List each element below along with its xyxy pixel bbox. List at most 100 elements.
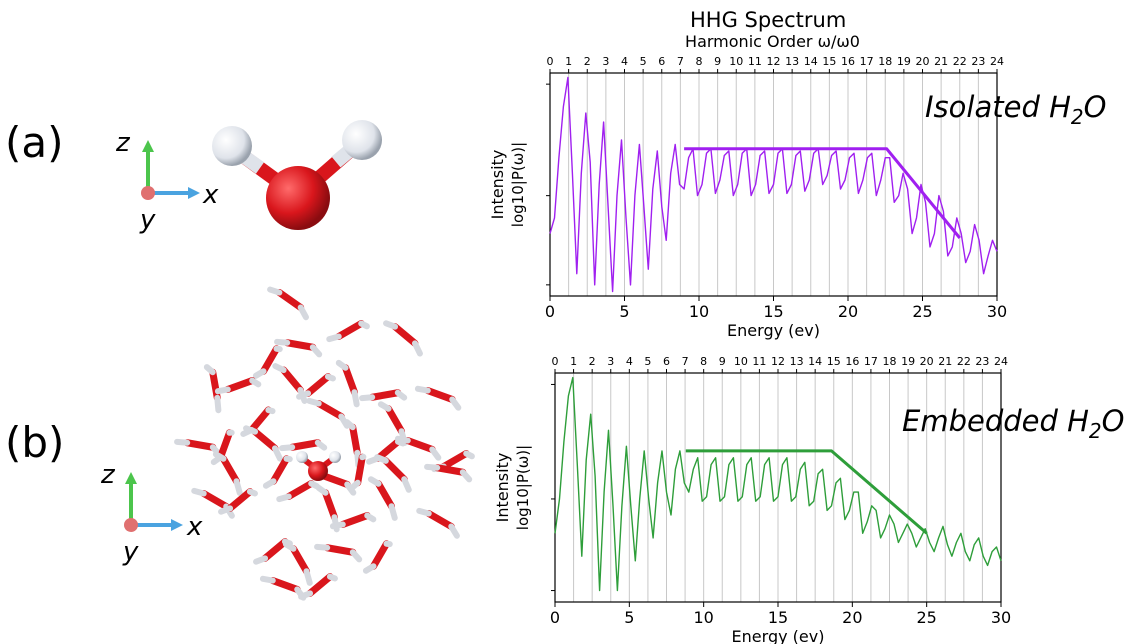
cluster-water-molecule [326, 320, 370, 343]
cluster-water-molecule [359, 389, 408, 402]
panel-a-label: (a) [5, 118, 64, 167]
annotation-isolated-prefix: Isolated H [925, 90, 1071, 124]
x-tick-label: 30 [987, 302, 1007, 321]
cluster-water-molecule [383, 320, 423, 357]
harmonic-tick-label: 23 [975, 355, 989, 368]
y-axis-label-line1: Intensity [488, 150, 507, 220]
cluster-water-molecule [279, 439, 328, 452]
harmonic-tick-label: 24 [994, 355, 1008, 368]
harmonic-tick-label: 0 [552, 355, 559, 368]
harmonic-tick-label: 9 [714, 55, 721, 68]
harmonic-tick-label: 15 [827, 355, 841, 368]
harmonic-tick-label: 17 [864, 355, 878, 368]
cluster-water-molecule [394, 435, 442, 461]
harmonic-tick-label: 10 [734, 355, 748, 368]
axis-z-label-a: z [116, 128, 130, 158]
y-axis-label-line2: log10|P(ω)| [509, 142, 527, 227]
harmonic-tick-label: 19 [901, 355, 915, 368]
annotation-embedded-prefix: Embedded H [902, 404, 1089, 438]
axis-x-label-a: x [203, 180, 219, 210]
harmonic-tick-label: 19 [897, 55, 911, 68]
x-tick-label: 15 [763, 302, 783, 321]
cluster-water-molecule [348, 453, 367, 491]
cluster-water-molecule [276, 480, 320, 503]
annotation-embedded-suffix: O [1101, 404, 1125, 438]
harmonic-tick-label: 5 [644, 355, 651, 368]
harmonic-tick-label: 21 [934, 55, 948, 68]
cluster-water-molecule [416, 507, 460, 539]
harmonic-tick-label: 4 [626, 355, 633, 368]
cluster-water-molecule [374, 454, 412, 493]
top-axis-label: Harmonic Order ω/ω0 [685, 32, 860, 51]
harmonic-tick-label: 11 [752, 355, 766, 368]
x-tick-label: 5 [624, 608, 634, 627]
harmonic-tick-label: 16 [841, 55, 855, 68]
harmonic-tick-label: 6 [658, 55, 665, 68]
x-axis-label: Energy (ev) [727, 321, 820, 340]
harmonic-tick-label: 5 [640, 55, 647, 68]
harmonic-tick-label: 20 [916, 55, 930, 68]
y-axis-label-line1: Intensity [493, 453, 512, 523]
x-tick-label: 20 [842, 608, 862, 627]
harmonic-tick-label: 11 [748, 55, 762, 68]
cluster-water-molecule [267, 286, 309, 321]
harmonic-tick-label: 8 [700, 355, 707, 368]
cluster-water-molecule [214, 377, 262, 395]
axes-triad-b [124, 472, 183, 532]
harmonic-tick-label: 20 [920, 355, 934, 368]
harmonic-tick-label: 7 [677, 55, 684, 68]
chart-title: HHG Spectrum [690, 8, 847, 32]
cluster-water-molecule [298, 573, 338, 600]
annotation-isolated-sub: 2 [1070, 104, 1084, 129]
harmonic-tick-label: 2 [584, 55, 591, 68]
x-tick-label: 0 [550, 608, 560, 627]
harmonic-tick-label: 13 [790, 355, 804, 368]
harmonic-tick-label: 1 [570, 355, 577, 368]
cluster-water-molecule [362, 540, 393, 574]
harmonic-tick-label: 9 [719, 355, 726, 368]
annotation-isolated: Isolated H2O [925, 90, 1106, 129]
harmonic-tick-label: 24 [990, 55, 1004, 68]
x-tick-label: 30 [991, 608, 1011, 627]
x-tick-label: 20 [838, 302, 858, 321]
x-tick-label: 15 [768, 608, 788, 627]
y-axis-label-line2: log10|P(ω)| [514, 445, 532, 530]
harmonic-tick-label: 22 [957, 355, 971, 368]
axis-z-label-b: z [101, 460, 115, 490]
central-water-molecule [296, 451, 341, 481]
harmonic-tick-label: 10 [729, 55, 743, 68]
cutoff-guide-line [684, 147, 961, 239]
harmonic-tick-label: 18 [883, 355, 897, 368]
cutoff-guide-line [685, 449, 928, 535]
x-tick-label: 25 [912, 302, 932, 321]
harmonic-tick-label: 12 [767, 55, 781, 68]
annotation-isolated-suffix: O [1083, 90, 1107, 124]
cluster-water-molecule [218, 488, 258, 515]
embedded-water-cluster [174, 286, 475, 601]
harmonic-tick-label: 18 [878, 55, 892, 68]
axes-triad-a [141, 140, 200, 200]
harmonic-tick-label: 13 [785, 55, 799, 68]
cluster-water-molecule [424, 463, 473, 483]
harmonic-tick-label: 3 [602, 55, 609, 68]
panel-b-label: (b) [5, 418, 65, 467]
axis-y-label-a: y [140, 205, 156, 235]
harmonic-tick-label: 8 [696, 55, 703, 68]
cluster-water-molecule [414, 385, 462, 411]
harmonic-tick-label: 0 [547, 55, 554, 68]
x-axis-label: Energy (ev) [732, 627, 825, 644]
harmonic-tick-label: 3 [607, 355, 614, 368]
x-tick-label: 5 [619, 302, 629, 321]
harmonic-tick-label: 16 [845, 355, 859, 368]
harmonic-tick-label: 23 [971, 55, 985, 68]
harmonic-tick-label: 14 [808, 355, 822, 368]
cluster-water-molecule [296, 373, 336, 400]
axis-x-label-b: x [187, 512, 203, 542]
cluster-water-molecule [262, 455, 293, 489]
annotation-embedded: Embedded H2O [902, 404, 1124, 443]
annotation-embedded-sub: 2 [1088, 418, 1102, 443]
